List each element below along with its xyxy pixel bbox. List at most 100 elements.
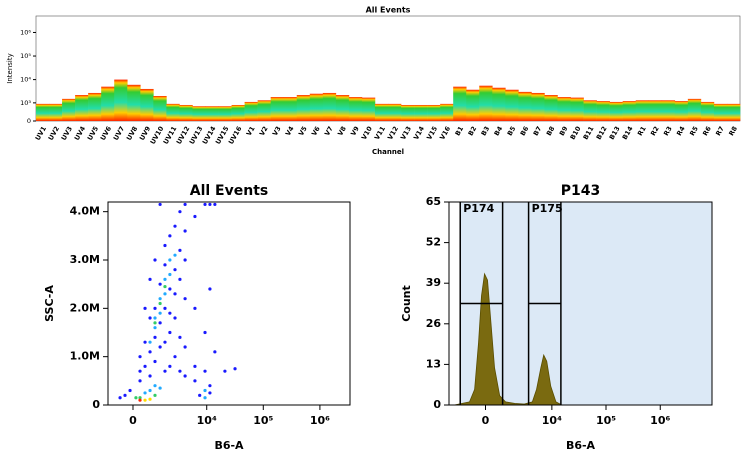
y-tick-label: 39: [426, 276, 441, 289]
y-tick-label: 10⁵: [20, 52, 31, 60]
event-dot: [153, 335, 157, 339]
event-dot: [153, 393, 157, 397]
x-tick-label: B5: [506, 125, 518, 138]
event-dot: [203, 396, 207, 400]
heat-column: [153, 95, 167, 121]
x-tick-label: 10⁶: [650, 414, 670, 427]
event-dot: [158, 386, 162, 390]
event-dot: [148, 397, 152, 401]
heat-column: [348, 97, 363, 121]
event-dot: [208, 384, 212, 388]
event-dot: [173, 224, 177, 228]
heat-column: [270, 97, 285, 121]
event-dot: [158, 345, 162, 349]
event-dot: [223, 369, 227, 373]
x-axis-label: Channel: [372, 148, 404, 156]
x-tick-label: B4: [493, 125, 505, 138]
y-tick-label: 65: [426, 195, 441, 208]
heat-column: [440, 103, 454, 121]
event-dot: [213, 202, 217, 207]
y-tick-label: 13: [426, 357, 441, 370]
event-dot: [168, 287, 172, 291]
x-tick-label: B6: [519, 125, 531, 138]
event-dot: [178, 248, 182, 252]
heat-column: [492, 87, 506, 121]
event-dot: [213, 350, 217, 354]
event-dot: [193, 214, 197, 219]
heat-column: [309, 93, 324, 121]
heat-column: [401, 104, 415, 121]
event-dot: [183, 374, 187, 378]
y-tick-label: 10⁴: [20, 76, 31, 84]
heat-column: [635, 100, 650, 121]
x-tick-label: V8: [336, 125, 348, 138]
x-tick-label: 0: [129, 414, 137, 427]
event-dot: [168, 364, 172, 368]
x-tick-label: B2: [467, 125, 479, 137]
heat-column: [257, 100, 271, 121]
heat-column: [218, 106, 232, 121]
event-dot: [178, 210, 182, 214]
event-dot: [178, 369, 182, 373]
event-dot: [158, 282, 162, 286]
x-tick-label: B9: [558, 125, 570, 138]
y-tick-label: 3.0M: [70, 253, 100, 266]
event-dot: [193, 364, 197, 368]
heat-column: [36, 103, 50, 121]
x-tick-label: V6: [310, 125, 322, 138]
event-dot: [163, 277, 167, 281]
event-dot: [168, 258, 172, 262]
event-dot: [153, 316, 157, 320]
event-dot: [138, 396, 142, 400]
event-dot: [148, 316, 152, 320]
event-dot: [163, 369, 167, 373]
y-tick-label: 10³: [20, 99, 31, 107]
y-axis-label: SSC-A: [43, 285, 56, 322]
x-tick-label: V1: [245, 125, 257, 138]
heat-column: [374, 103, 389, 121]
event-dot: [143, 398, 147, 402]
heat-column: [205, 106, 219, 121]
event-dot: [208, 287, 212, 291]
heat-column: [713, 103, 728, 121]
event-dot: [203, 330, 207, 335]
event-dot: [183, 202, 187, 207]
plot-frame: [107, 201, 351, 406]
event-dot: [168, 330, 172, 335]
heat-column: [127, 84, 141, 121]
event-dot: [173, 292, 177, 296]
heat-column: [192, 106, 206, 121]
event-dot: [163, 243, 167, 248]
event-dot: [183, 297, 187, 301]
heat-column: [661, 100, 676, 121]
heat-column: [296, 95, 311, 121]
x-tick-label: B7: [532, 125, 544, 137]
y-tick-label: 2.0M: [70, 301, 100, 314]
event-dot: [193, 306, 197, 310]
event-dot: [183, 229, 187, 233]
heat-column: [622, 101, 637, 121]
x-tick-label: R2: [649, 125, 661, 137]
heat-column: [453, 86, 467, 121]
chart-title: P143: [561, 183, 600, 199]
event-dot: [203, 202, 207, 207]
event-dot: [128, 388, 132, 393]
event-dot: [173, 316, 177, 320]
x-tick-label: R8: [727, 125, 739, 138]
heat-column: [531, 92, 545, 121]
heat-column: [62, 98, 76, 121]
event-dot: [138, 379, 142, 383]
event-dot: [233, 367, 237, 371]
heat-column: [166, 103, 180, 121]
heat-column: [388, 103, 402, 121]
event-dot: [193, 379, 197, 383]
event-dot: [143, 364, 147, 368]
heat-column: [596, 101, 610, 121]
heat-column: [361, 97, 376, 121]
event-dot: [163, 284, 167, 289]
heat-column: [88, 92, 102, 121]
x-tick-label: R4: [675, 125, 687, 138]
event-dot: [203, 388, 207, 393]
event-dot: [153, 258, 157, 262]
